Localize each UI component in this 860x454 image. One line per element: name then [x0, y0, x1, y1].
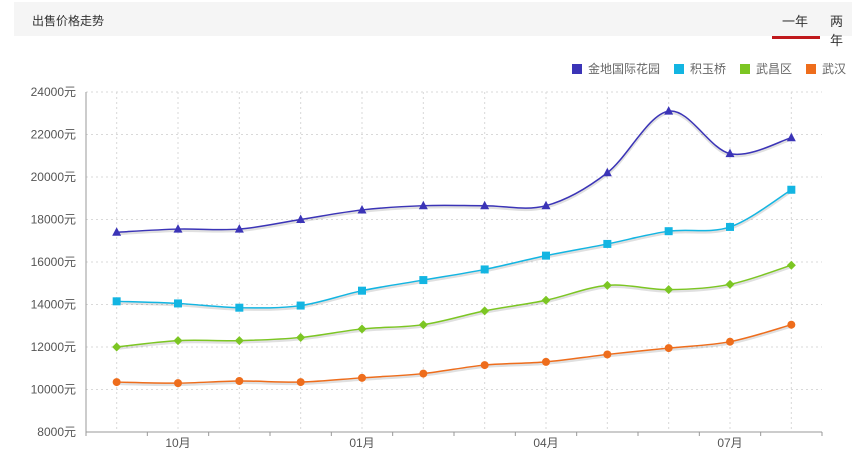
data-point-0-1 — [173, 224, 183, 233]
data-point-0-10 — [725, 148, 735, 158]
data-point-1-3 — [296, 301, 305, 310]
legend-item-jindi[interactable]: 金地国际花园 — [571, 60, 660, 77]
x-tick-label: 01月 — [349, 436, 374, 450]
data-point-1-0 — [112, 297, 121, 306]
y-tick-label: 24000元 — [31, 85, 76, 99]
legend-swatch-jiyuqiao — [673, 63, 684, 74]
data-point-3-2 — [235, 377, 244, 385]
data-point-1-10 — [726, 222, 734, 231]
series-line-shadow-3 — [116, 324, 792, 387]
y-tick-label: 8000元 — [37, 425, 76, 439]
legend-item-wuhan[interactable]: 武汉 — [805, 60, 846, 77]
data-point-1-1 — [174, 299, 182, 308]
legend-swatch-wuhan — [805, 63, 816, 74]
data-point-3-4 — [358, 373, 366, 382]
data-point-2-6 — [480, 306, 490, 316]
active-tab-indicator — [772, 36, 820, 39]
data-point-3-8 — [603, 350, 612, 359]
legend-label-wuhan: 武汉 — [821, 62, 846, 76]
data-point-3-6 — [480, 361, 489, 370]
data-point-3-11 — [787, 320, 796, 329]
y-tick-label: 20000元 — [31, 170, 76, 184]
data-point-0-5 — [418, 200, 428, 210]
x-tick-label: 07月 — [717, 436, 742, 450]
data-point-1-8 — [603, 239, 612, 248]
legend-item-wuchang[interactable]: 武昌区 — [739, 60, 792, 77]
data-point-2-2 — [234, 336, 244, 346]
y-tick-label: 10000元 — [31, 383, 76, 397]
data-point-2-8 — [602, 280, 612, 290]
data-point-2-4 — [357, 324, 367, 334]
data-point-2-0 — [112, 342, 122, 352]
y-tick-label: 22000元 — [31, 128, 76, 142]
y-tick-label: 18000元 — [31, 213, 76, 227]
data-point-1-7 — [542, 251, 550, 260]
data-point-2-11 — [786, 260, 796, 270]
data-point-0-8 — [602, 167, 612, 177]
series-line-shadow-2 — [116, 265, 792, 350]
x-tick-label: 04月 — [533, 436, 558, 450]
data-point-0-0 — [112, 227, 122, 236]
data-point-3-3 — [296, 378, 305, 387]
data-point-3-10 — [726, 337, 734, 346]
data-point-0-7 — [541, 200, 551, 210]
data-point-1-5 — [419, 276, 428, 285]
tab-two-years[interactable]: 两年 — [830, 14, 844, 48]
data-point-2-9 — [664, 285, 674, 295]
legend-label-jiyuqiao: 积玉桥 — [689, 62, 726, 76]
data-point-3-7 — [542, 357, 550, 366]
legend-label-jindi: 金地国际花园 — [587, 62, 660, 76]
data-point-3-1 — [174, 379, 182, 388]
chart-title: 出售价格走势 — [32, 14, 105, 28]
y-tick-label: 16000元 — [31, 255, 76, 269]
data-point-1-9 — [664, 227, 673, 236]
data-point-3-5 — [419, 369, 428, 378]
series-line-0 — [116, 110, 792, 233]
x-tick-label: 10月 — [165, 436, 190, 450]
data-point-2-5 — [418, 320, 428, 330]
chart-header: 出售价格走势 一年 两年 — [14, 2, 852, 48]
data-point-0-11 — [786, 132, 796, 142]
legend-item-jiyuqiao[interactable]: 积玉桥 — [673, 60, 726, 77]
data-point-3-9 — [664, 344, 673, 353]
series-line-3 — [116, 323, 792, 384]
data-point-1-6 — [480, 265, 489, 274]
data-point-2-3 — [296, 332, 306, 342]
chart-legend: 金地国际花园 积玉桥 武昌区 武汉 — [571, 60, 846, 77]
y-tick-label: 14000元 — [31, 298, 76, 312]
y-tick-label: 12000元 — [31, 340, 76, 354]
data-point-2-1 — [173, 336, 183, 346]
data-point-0-2 — [234, 224, 244, 233]
data-point-2-7 — [541, 295, 551, 305]
data-point-1-11 — [787, 185, 796, 194]
data-point-0-4 — [357, 204, 367, 214]
legend-swatch-jindi — [571, 63, 582, 74]
tab-one-year[interactable]: 一年 — [782, 14, 809, 29]
data-point-1-2 — [235, 303, 244, 312]
data-point-1-4 — [358, 286, 366, 295]
series-line-shadow-0 — [116, 111, 792, 236]
data-point-0-6 — [480, 200, 490, 210]
data-point-2-10 — [725, 279, 735, 289]
data-point-0-9 — [664, 106, 674, 115]
legend-label-wuchang: 武昌区 — [755, 62, 792, 76]
data-point-0-3 — [296, 214, 306, 223]
data-point-3-0 — [112, 378, 121, 387]
legend-swatch-wuchang — [739, 63, 750, 74]
